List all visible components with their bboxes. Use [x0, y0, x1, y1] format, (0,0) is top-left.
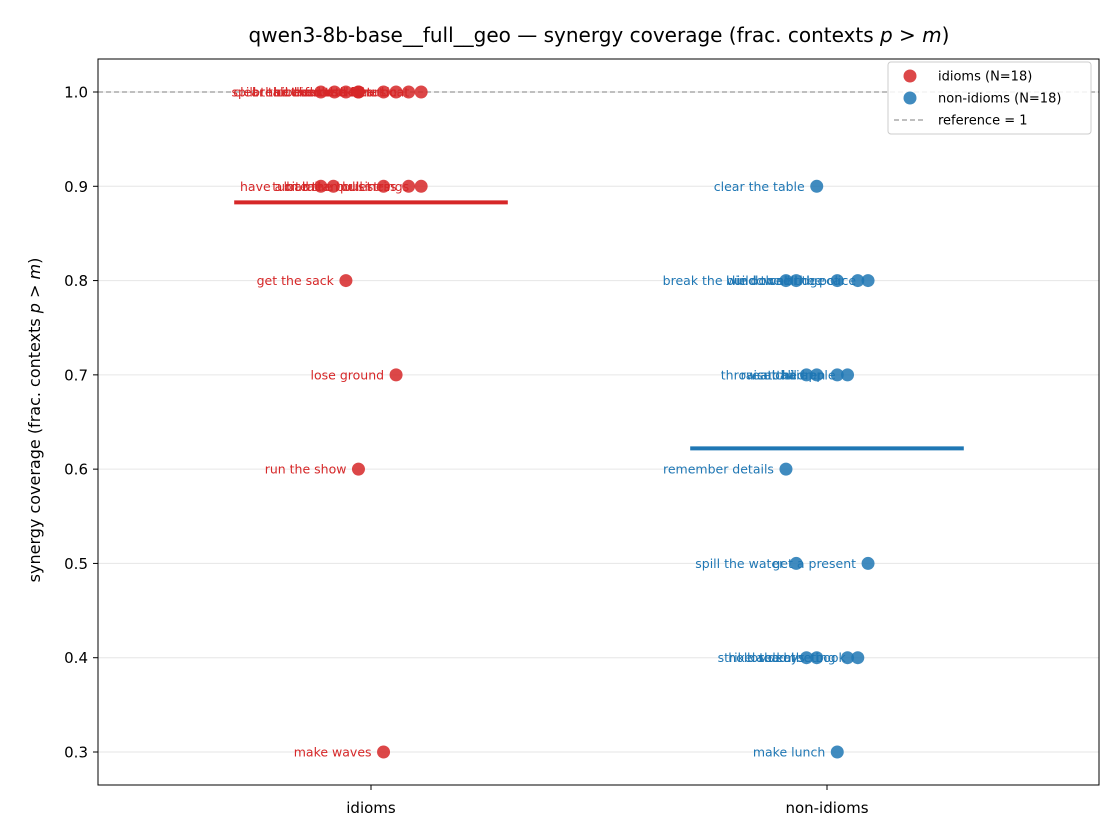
- data-point: [810, 368, 824, 382]
- point-label: build the bridge: [726, 273, 826, 288]
- data-point: [779, 274, 793, 288]
- point-label: call the police: [769, 273, 856, 288]
- data-point: [861, 556, 875, 570]
- point-label: get the sack: [257, 273, 335, 288]
- point-label: eat the apple: [752, 367, 836, 382]
- data-point: [830, 368, 844, 382]
- mean-layer: [234, 200, 964, 451]
- legend-label-idioms: idioms (N=18): [938, 70, 1032, 85]
- data-point: [779, 462, 793, 476]
- y-tick-label: 0.3: [64, 744, 88, 762]
- legend-marker-idioms: [903, 69, 917, 83]
- data-point: [377, 179, 391, 193]
- point-label: read the book: [759, 650, 847, 665]
- data-point: [389, 85, 403, 99]
- plot-frame: [97, 58, 1100, 786]
- point-label: spill the beans: [231, 85, 322, 100]
- data-point: [841, 368, 855, 382]
- point-label: remember details: [663, 462, 774, 477]
- data-point: [851, 274, 865, 288]
- point-label: hold the meeting: [728, 650, 835, 665]
- point-label: break the ice: [252, 85, 334, 100]
- data-point: [830, 274, 844, 288]
- point-label: face the music: [305, 85, 397, 100]
- point-label: make lunch: [753, 745, 825, 760]
- point-label: have a ball: [240, 179, 309, 194]
- y-tick-label: 0.7: [64, 366, 88, 384]
- data-point: [377, 85, 391, 99]
- data-point: [402, 179, 416, 193]
- y-tick-label: 0.9: [64, 178, 88, 196]
- y-tick-label: 0.6: [64, 461, 88, 479]
- data-point: [351, 462, 365, 476]
- legend-box: [887, 61, 1092, 135]
- data-point: [830, 745, 844, 759]
- data-point: [314, 85, 328, 99]
- data-point: [851, 651, 865, 665]
- legend-label-reference: reference = 1: [938, 114, 1028, 129]
- point-label: throw a ball: [721, 367, 795, 382]
- point-label: pull strings: [340, 179, 409, 194]
- chart-title: qwen3-8b-base__full__geo — synergy cover…: [249, 23, 950, 47]
- y-tick-label: 0.8: [64, 272, 88, 290]
- point-label: mean business: [303, 179, 397, 194]
- point-label: strike a deal: [718, 650, 795, 665]
- point-label: turn tail: [272, 179, 321, 194]
- point-label: hold the fort: [294, 85, 372, 100]
- data-point: [314, 179, 328, 193]
- data-point: [326, 179, 340, 193]
- point-label: break the window: [663, 273, 774, 288]
- data-point: [402, 85, 416, 99]
- data-point: [377, 745, 391, 759]
- point-label: lose keys: [747, 650, 805, 665]
- point-label: clear the air: [233, 85, 309, 100]
- data-point: [351, 85, 365, 99]
- point-label: hit the road: [274, 85, 347, 100]
- data-point: [810, 651, 824, 665]
- point-label: sell the car: [776, 273, 846, 288]
- point-label: rock the boat: [326, 85, 409, 100]
- point-label: lie down: [732, 273, 784, 288]
- data-point: [810, 179, 824, 193]
- data-point: [799, 651, 813, 665]
- point-label: raise children: [741, 367, 826, 382]
- data-point: [799, 368, 813, 382]
- legend-label-non-idioms: non-idioms (N=18): [938, 92, 1061, 107]
- data-point: [841, 651, 855, 665]
- data-point: [414, 179, 428, 193]
- data-point: [389, 368, 403, 382]
- legend-marker-non-idioms: [903, 91, 917, 105]
- data-point: [339, 85, 353, 99]
- point-label: cut corners: [276, 85, 346, 100]
- y-tick-label: 0.4: [64, 649, 88, 667]
- point-label: clear the table: [714, 179, 805, 194]
- y-axis-title: synergy coverage (frac. contexts p > m): [25, 258, 44, 583]
- point-label: get a present: [772, 556, 856, 571]
- axes-layer: 0.3 0.4 0.5 0.6 0.7 0.8 0.9 1.0 idioms non-idioms: [64, 84, 869, 818]
- data-point: [339, 274, 353, 288]
- data-point: [789, 556, 803, 570]
- x-tick-label: idioms: [346, 799, 396, 817]
- y-tick-label: 1.0: [64, 84, 88, 102]
- legend: idioms (N=18) non-idioms (N=18) referenc…: [887, 61, 1092, 135]
- y-tick-label: 0.5: [64, 555, 88, 573]
- grid-layer: [98, 91, 1099, 753]
- point-label: run the show: [265, 462, 347, 477]
- point-label: spill the water: [695, 556, 785, 571]
- point-label: cut hair: [757, 367, 806, 382]
- point-label: make waves: [294, 745, 372, 760]
- point-label: lose ground: [311, 367, 385, 382]
- point-label: bite the bullet: [284, 179, 372, 194]
- data-point: [861, 274, 875, 288]
- data-point: [414, 85, 428, 99]
- data-point: [328, 85, 342, 99]
- x-tick-label: non-idioms: [785, 799, 868, 817]
- data-point: [789, 274, 803, 288]
- point-label: lose heart: [321, 85, 384, 100]
